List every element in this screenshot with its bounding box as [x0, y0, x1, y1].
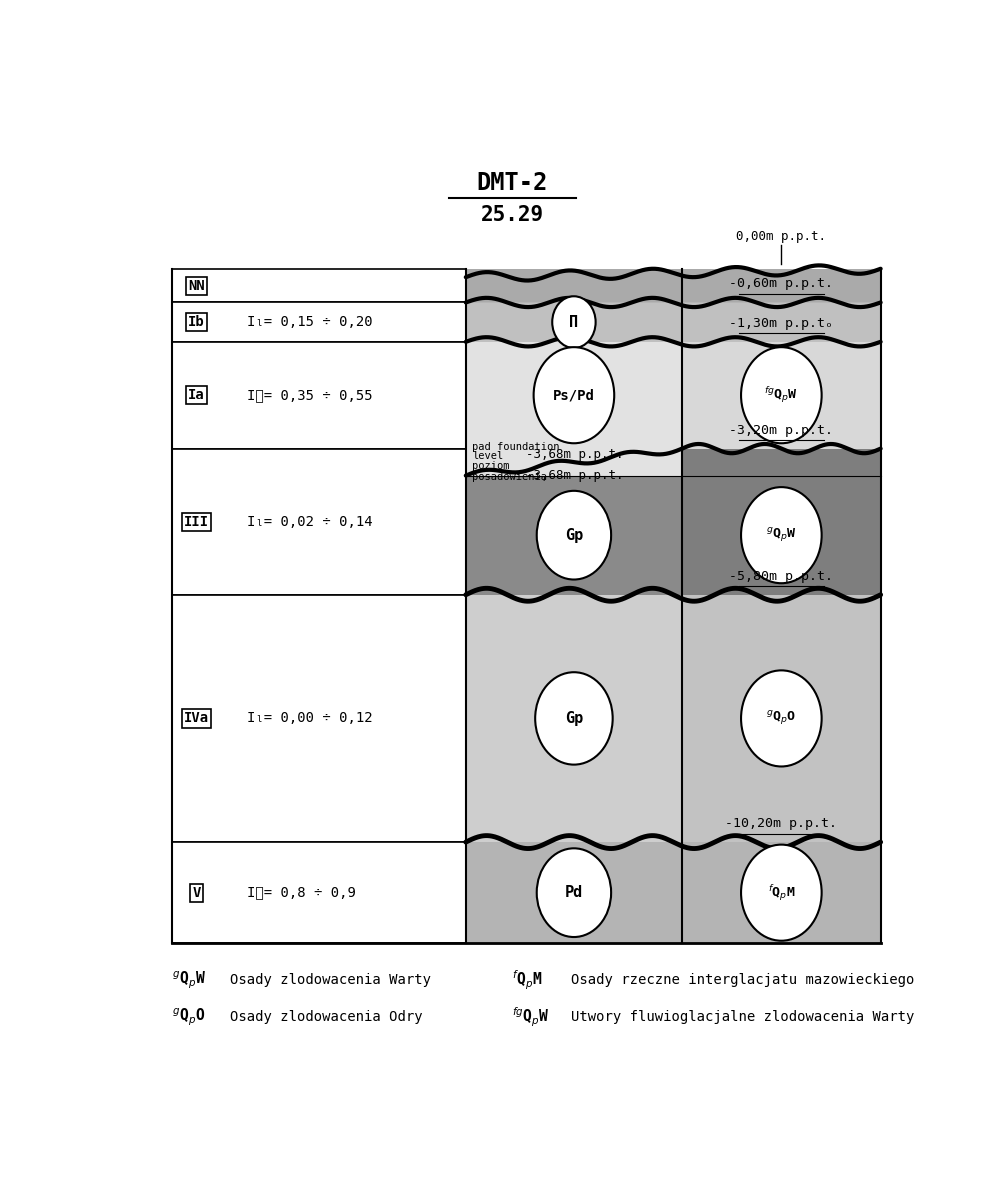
- Text: Gp: Gp: [565, 710, 583, 726]
- Text: NN: NN: [188, 278, 205, 293]
- Bar: [466, 269, 881, 302]
- Text: V: V: [192, 886, 200, 900]
- Circle shape: [537, 491, 611, 580]
- Bar: [682, 449, 881, 595]
- Text: $^g$Q$_p$O: $^g$Q$_p$O: [172, 1007, 205, 1027]
- Bar: [172, 302, 466, 342]
- Text: Utwory fluwioglacjalne zlodowacenia Warty: Utwory fluwioglacjalne zlodowacenia Wart…: [571, 1010, 914, 1024]
- Text: -10,20m p.p.t.: -10,20m p.p.t.: [725, 817, 837, 830]
- Text: Iₗ= 0,02 ÷ 0,14: Iₗ= 0,02 ÷ 0,14: [247, 515, 372, 529]
- Circle shape: [552, 296, 596, 348]
- Bar: [466, 342, 682, 475]
- Text: Osady zlodowacenia Odry: Osady zlodowacenia Odry: [230, 1010, 422, 1024]
- Text: Π: Π: [569, 314, 578, 330]
- Text: $^{fg}$Q$_p$W: $^{fg}$Q$_p$W: [764, 385, 798, 406]
- Circle shape: [741, 845, 822, 941]
- Text: Ia: Ia: [188, 389, 205, 402]
- Text: $^g$Q$_p$W: $^g$Q$_p$W: [172, 970, 205, 991]
- Circle shape: [741, 487, 822, 583]
- Text: $^{fg}$Q$_p$W: $^{fg}$Q$_p$W: [512, 1006, 550, 1028]
- Text: -1,30m p.p.tₒ: -1,30m p.p.tₒ: [729, 317, 833, 330]
- Bar: [466, 595, 682, 842]
- Text: $^g$Q$_p$O: $^g$Q$_p$O: [766, 709, 796, 727]
- Text: $^f$Q$_p$M: $^f$Q$_p$M: [768, 883, 795, 902]
- Text: -3,20m p.p.t.: -3,20m p.p.t.: [729, 424, 833, 437]
- Bar: [466, 475, 682, 595]
- Bar: [466, 842, 881, 943]
- Bar: [172, 449, 466, 595]
- Text: 25.29: 25.29: [481, 205, 544, 226]
- Bar: [172, 342, 466, 449]
- Circle shape: [534, 347, 614, 443]
- Text: $^f$Q$_p$M: $^f$Q$_p$M: [512, 968, 543, 992]
- Bar: [682, 342, 881, 449]
- Text: Osady rzeczne interglacjatu mazowieckiego: Osady rzeczne interglacjatu mazowieckieg…: [571, 973, 914, 988]
- Text: Ib: Ib: [188, 316, 205, 329]
- Polygon shape: [466, 269, 881, 302]
- Circle shape: [741, 671, 822, 767]
- Text: Ps/Pd: Ps/Pd: [553, 389, 595, 402]
- Bar: [466, 302, 881, 342]
- Text: -3,68m p.p.t.: -3,68m p.p.t.: [526, 469, 624, 482]
- Text: Iₗ= 0,15 ÷ 0,20: Iₗ= 0,15 ÷ 0,20: [247, 316, 372, 329]
- Text: Iᴅ= 0,8 ÷ 0,9: Iᴅ= 0,8 ÷ 0,9: [247, 886, 356, 900]
- Text: Iᴅ= 0,35 ÷ 0,55: Iᴅ= 0,35 ÷ 0,55: [247, 389, 372, 402]
- Text: level: level: [472, 451, 503, 461]
- Text: -3,68m p.p.t.: -3,68m p.p.t.: [526, 448, 624, 461]
- Bar: [172, 842, 466, 943]
- Text: Gp: Gp: [565, 528, 583, 542]
- Text: 0,00m p.p.t.: 0,00m p.p.t.: [736, 230, 826, 242]
- Circle shape: [537, 848, 611, 937]
- Circle shape: [535, 672, 613, 764]
- Bar: [172, 269, 466, 302]
- Text: Osady zlodowacenia Warty: Osady zlodowacenia Warty: [230, 973, 431, 988]
- Bar: [682, 595, 881, 842]
- Text: III: III: [184, 515, 209, 529]
- Text: $^g$Q$_p$W: $^g$Q$_p$W: [766, 526, 797, 544]
- Circle shape: [741, 347, 822, 443]
- Text: Pd: Pd: [565, 886, 583, 900]
- Text: DMT-2: DMT-2: [477, 170, 548, 194]
- Text: posadowienia: posadowienia: [472, 472, 547, 482]
- Text: IVa: IVa: [184, 712, 209, 726]
- Text: Iₗ= 0,00 ÷ 0,12: Iₗ= 0,00 ÷ 0,12: [247, 712, 372, 726]
- Text: -0,60m p.p.t.: -0,60m p.p.t.: [729, 277, 833, 290]
- Text: -5,80m p.p.t.: -5,80m p.p.t.: [729, 570, 833, 583]
- Text: poziom: poziom: [472, 461, 509, 470]
- Text: pad foundation: pad foundation: [472, 442, 559, 451]
- Bar: [172, 595, 466, 842]
